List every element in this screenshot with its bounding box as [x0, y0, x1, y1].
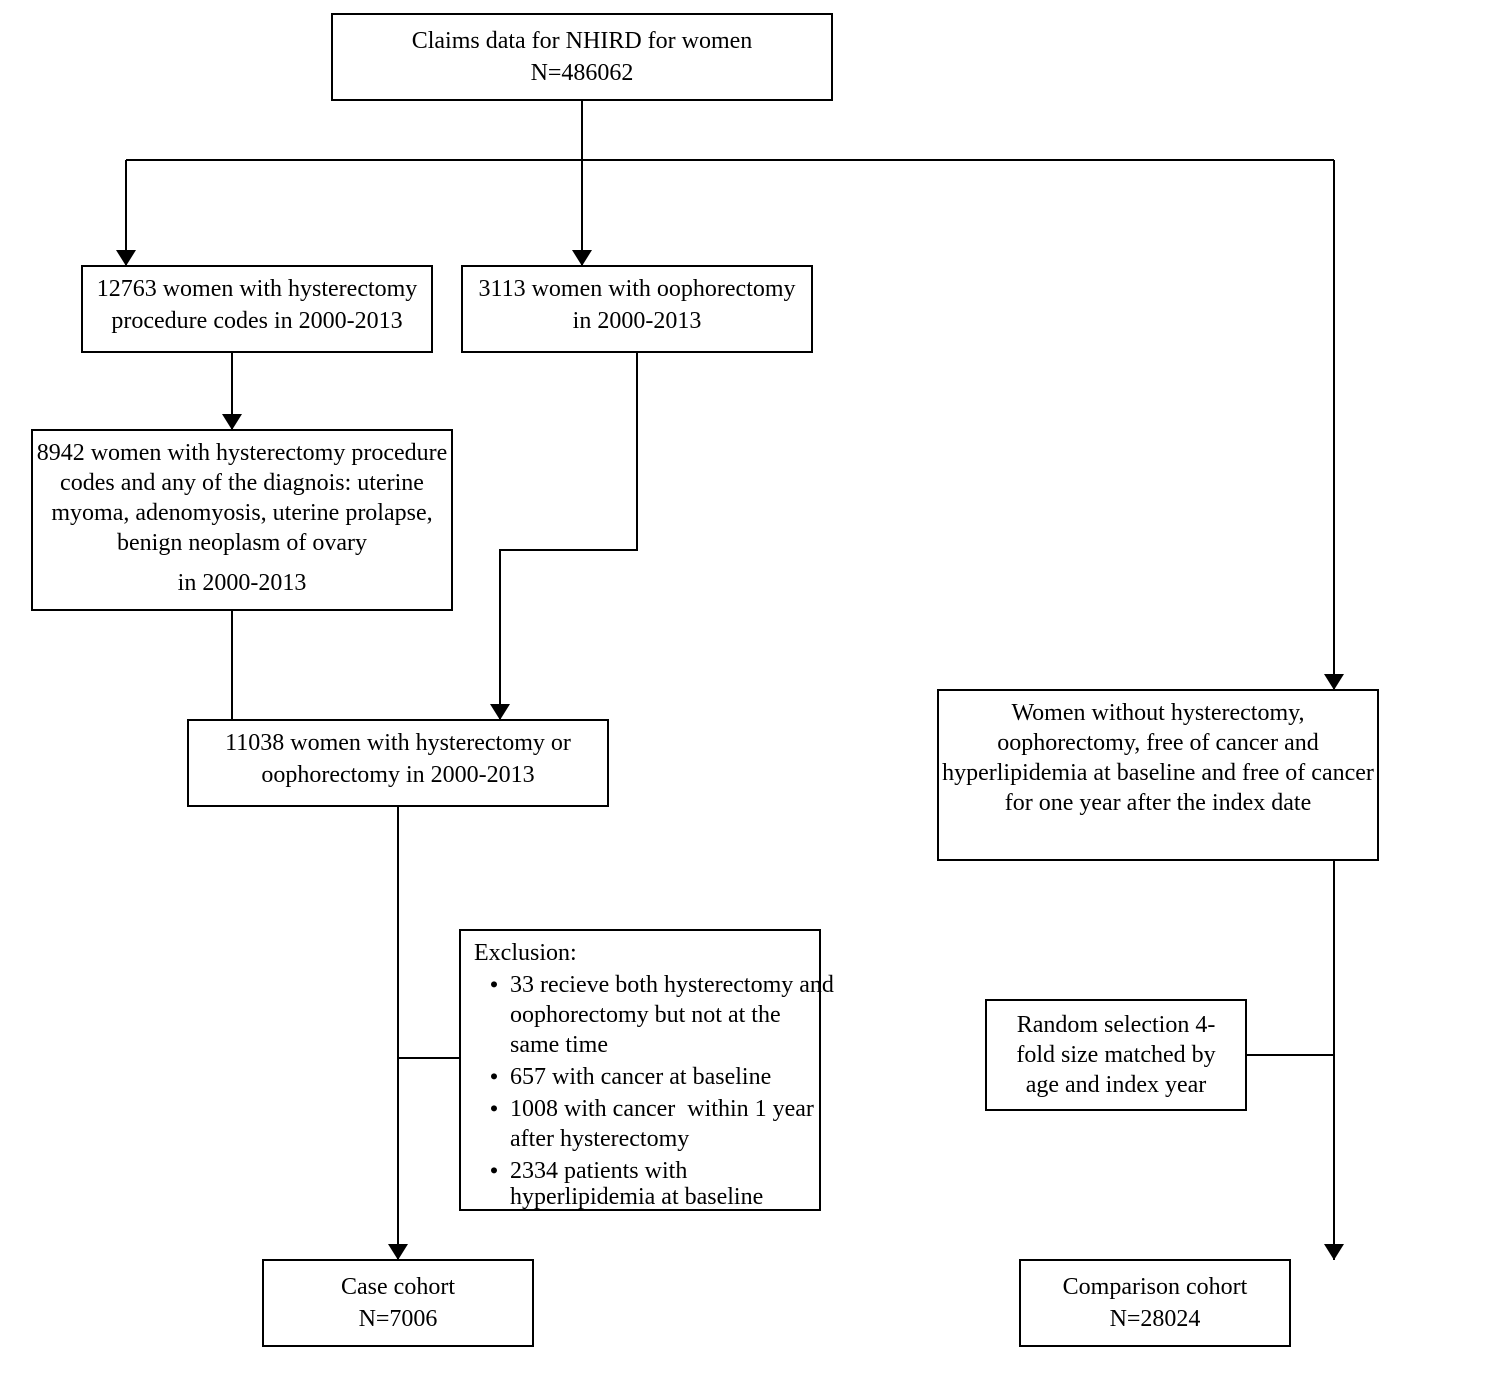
- node-text: 2334 patients with: [510, 1158, 687, 1184]
- arrowhead: [1324, 674, 1344, 690]
- arrowhead: [222, 414, 242, 430]
- flow-node-without: Women without hysterectomy, oophorectomy,…: [938, 690, 1378, 860]
- flow-connector: [1246, 860, 1334, 1055]
- flow-node-combined: 11038 women with hysterectomy or oophorec…: [188, 720, 608, 806]
- arrowhead: [388, 1244, 408, 1260]
- node-text: N=486062: [531, 60, 634, 86]
- arrowhead: [572, 250, 592, 266]
- flow-node-hyst: 12763 women with hysterectomy procedure c…: [82, 266, 432, 352]
- node-text: oophorectomy, free of cancer and: [997, 730, 1319, 756]
- bullet-icon: [491, 1105, 497, 1111]
- arrowhead: [1324, 1244, 1344, 1260]
- node-text: oophorectomy but not at the: [510, 1002, 781, 1028]
- node-text: 12763 women with hysterectomy: [97, 276, 418, 302]
- node-text: Claims data for NHIRD for women: [412, 28, 753, 54]
- node-text: 11038 women with hysterectomy or: [225, 730, 571, 756]
- flow-node-comparison: Comparison cohort N=28024: [1020, 1260, 1290, 1346]
- node-text: N=28024: [1110, 1306, 1201, 1332]
- flow-node-ooph: 3113 women with oophorectomy in 2000-2013: [462, 266, 812, 352]
- flow-node-random: Random selection 4- fold size matched by a…: [986, 1000, 1246, 1110]
- flow-node-top: Claims data for NHIRD for women N=486062: [332, 14, 832, 100]
- node-text: 657 with cancer at baseline: [510, 1064, 771, 1090]
- flow-node-case: Case cohort N=7006: [263, 1260, 533, 1346]
- flow-connector: [500, 352, 637, 720]
- node-text: age and index year: [1026, 1072, 1207, 1098]
- node-text: in 2000-2013: [573, 308, 702, 334]
- node-text: 33 recieve both hysterectomy and: [510, 972, 834, 998]
- node-text: myoma, adenomyosis, uterine prolapse,: [51, 500, 432, 526]
- node-text: Case cohort: [341, 1274, 455, 1300]
- node-box: [263, 1260, 533, 1346]
- arrowhead: [490, 704, 510, 720]
- node-text: same time: [510, 1032, 608, 1058]
- node-text: hyperlipidemia at baseline and free of c…: [942, 760, 1374, 786]
- node-text: Women without hysterectomy,: [1011, 700, 1304, 726]
- bullet-icon: [491, 981, 497, 987]
- node-text: 8942 women with hysterectomy procedure: [37, 440, 448, 466]
- node-text: Random selection 4-: [1017, 1012, 1216, 1038]
- node-text: fold size matched by: [1016, 1042, 1215, 1068]
- node-text: procedure codes in 2000-2013: [111, 308, 402, 334]
- flow-node-exclusion: Exclusion: 33 recieve both hysterectomy a…: [460, 930, 834, 1210]
- node-box: [1020, 1260, 1290, 1346]
- node-text: in 2000-2013: [178, 570, 307, 596]
- node-text: hyperlipidemia at baseline: [510, 1184, 763, 1210]
- flow-node-diag: 8942 women with hysterectomy procedure co…: [32, 430, 452, 610]
- node-text: benign neoplasm of ovary: [117, 530, 367, 556]
- node-text: for one year after the index date: [1005, 790, 1312, 816]
- node-text: N=7006: [359, 1306, 438, 1332]
- node-text: after hysterectomy: [510, 1126, 689, 1152]
- node-box: [332, 14, 832, 100]
- bullet-icon: [491, 1167, 497, 1173]
- arrowhead: [116, 250, 136, 266]
- bullet-icon: [491, 1073, 497, 1079]
- node-text: oophorectomy in 2000-2013: [261, 762, 534, 788]
- node-text: codes and any of the diagnois: uterine: [60, 470, 424, 496]
- node-text: Comparison cohort: [1063, 1274, 1248, 1300]
- node-text: 1008 with cancer within 1 year: [510, 1096, 814, 1122]
- node-text: Exclusion:: [474, 940, 577, 966]
- node-text: 3113 women with oophorectomy: [478, 276, 795, 302]
